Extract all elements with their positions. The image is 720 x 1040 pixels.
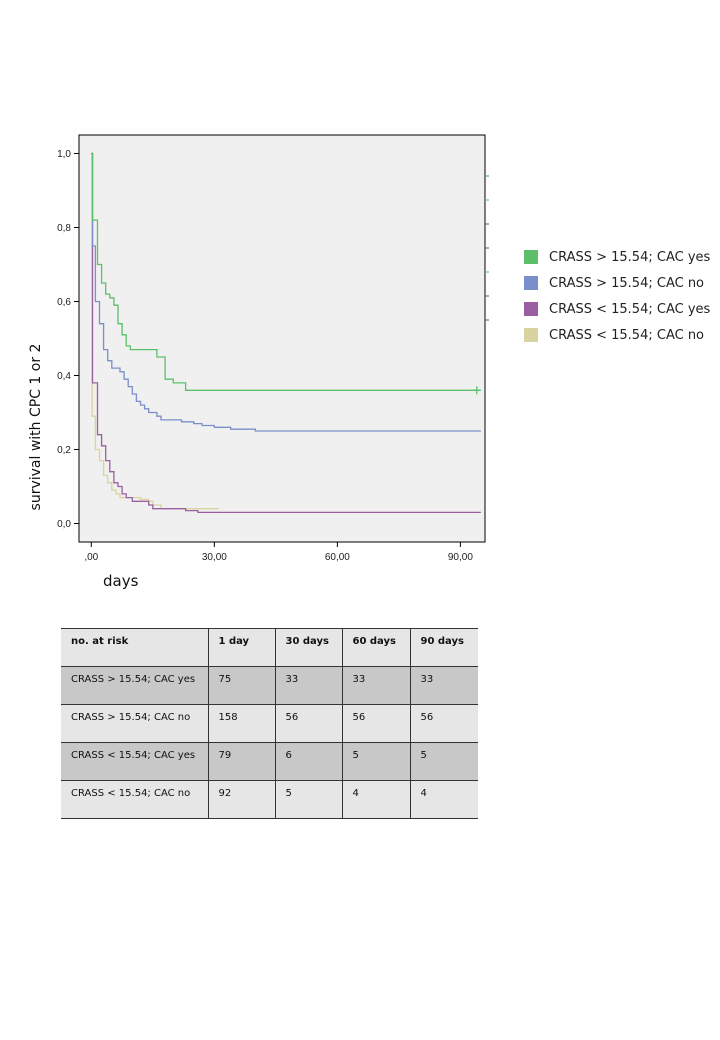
table-header-row: no. at risk 1 day 30 days 60 days 90 day… xyxy=(61,628,478,667)
legend-label: CRASS < 15.54; CAC no xyxy=(549,327,705,343)
series-line xyxy=(91,152,481,432)
legend-swatch xyxy=(524,302,538,316)
series-layer xyxy=(91,152,481,514)
legend-label: CRASS < 15.54; CAC yes xyxy=(549,301,711,317)
table-cell: 33 xyxy=(409,666,478,705)
table-cell: CRASS > 15.54; CAC yes xyxy=(61,666,209,705)
right-axis-marks xyxy=(485,175,489,321)
legend: CRASS > 15.54; CAC yes CRASS > 15.54; CA… xyxy=(524,244,710,348)
table-row: CRASS < 15.54; CAC yes 79 6 5 5 xyxy=(61,742,478,781)
table-header-cell: 1 day xyxy=(207,628,276,667)
censor-mark xyxy=(473,386,480,395)
legend-label: CRASS > 15.54; CAC yes xyxy=(549,249,711,265)
table-cell: CRASS > 15.54; CAC no xyxy=(61,704,209,743)
table-cell: 56 xyxy=(409,704,478,743)
table-row: CRASS > 15.54; CAC yes 75 33 33 33 xyxy=(61,666,478,705)
legend-swatch xyxy=(524,276,538,290)
table-cell: 4 xyxy=(409,780,478,819)
legend-item: CRASS > 15.54; CAC yes xyxy=(524,244,710,270)
y-tick-label: 0,6 xyxy=(57,297,71,308)
table-cell: 6 xyxy=(274,742,343,781)
table-cell: 4 xyxy=(341,780,411,819)
y-axis: 0,0 0,2 0,4 0,6 0,8 1,0 xyxy=(57,149,79,530)
table-cell: 33 xyxy=(341,666,411,705)
y-tick-label: 0,2 xyxy=(57,445,71,456)
table-row: CRASS < 15.54; CAC no 92 5 4 4 xyxy=(61,780,478,819)
table-header-cell: no. at risk xyxy=(61,628,209,667)
x-tick-label: 90,00 xyxy=(448,552,473,563)
legend-swatch xyxy=(524,328,538,342)
table-cell: 5 xyxy=(274,780,343,819)
x-axis-label: days xyxy=(103,572,139,590)
plot-area xyxy=(78,134,486,543)
table-cell: 92 xyxy=(207,780,276,819)
y-tick-label: 0,0 xyxy=(57,519,71,530)
legend-swatch xyxy=(524,250,538,264)
table-cell: 56 xyxy=(341,704,411,743)
y-tick-label: 0,4 xyxy=(57,371,71,382)
legend-item: CRASS < 15.54; CAC no xyxy=(524,322,710,348)
legend-label: CRASS > 15.54; CAC no xyxy=(549,275,705,291)
x-axis: ,00 30,00 60,00 90,00 xyxy=(84,542,473,563)
series-line xyxy=(91,152,481,391)
table-header-cell: 90 days xyxy=(409,628,478,667)
table-cell: 5 xyxy=(341,742,411,781)
y-axis-label: survival with CPC 1 or 2 xyxy=(28,344,44,511)
x-tick-label: 30,00 xyxy=(202,552,227,563)
y-tick-label: 0,8 xyxy=(57,223,71,234)
y-tick-label: 1,0 xyxy=(57,149,71,160)
survival-chart: 0,0 0,2 0,4 0,6 0,8 1,0 ,00 30,00 60,00 90,00 su… xyxy=(28,134,489,590)
table-cell: 33 xyxy=(274,666,343,705)
series-line xyxy=(91,152,481,514)
table-cell: 158 xyxy=(207,704,276,743)
series-line xyxy=(91,152,219,510)
table-cell: 5 xyxy=(409,742,478,781)
legend-item: CRASS < 15.54; CAC yes xyxy=(524,296,710,322)
table-cell: 56 xyxy=(274,704,343,743)
table-cell: CRASS < 15.54; CAC yes xyxy=(61,742,209,781)
table-row: CRASS > 15.54; CAC no 158 56 56 56 xyxy=(61,704,478,743)
number-at-risk-table: no. at risk 1 day 30 days 60 days 90 day… xyxy=(61,628,478,819)
x-tick-label: 60,00 xyxy=(325,552,350,563)
table-header-cell: 60 days xyxy=(341,628,411,667)
table-header-cell: 30 days xyxy=(274,628,343,667)
table-cell: 79 xyxy=(207,742,276,781)
x-tick-label: ,00 xyxy=(84,552,98,563)
table-cell: 75 xyxy=(207,666,276,705)
table-cell: CRASS < 15.54; CAC no xyxy=(61,780,209,819)
legend-item: CRASS > 15.54; CAC no xyxy=(524,270,710,296)
